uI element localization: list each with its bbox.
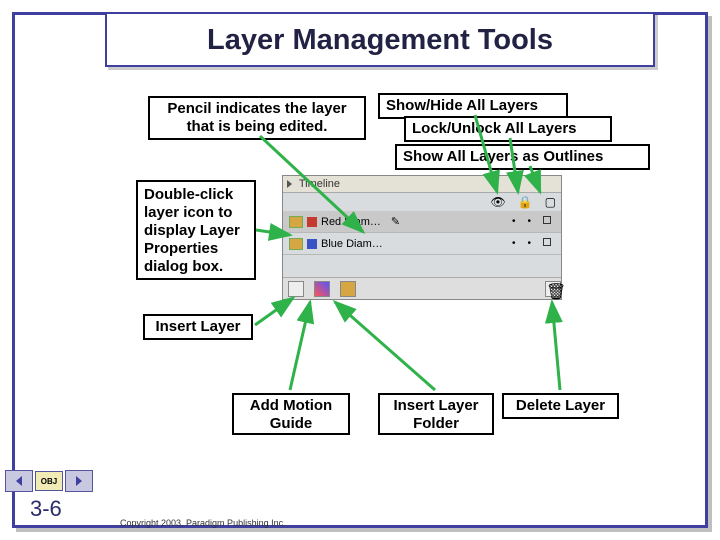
slide-nav: OBJ (5, 470, 93, 492)
motion-guide-button[interactable] (314, 281, 330, 297)
layer-name: Blue Diam… (321, 238, 383, 250)
callout-pencil-l1: Pencil indicates the layer that is being… (167, 100, 346, 135)
delete-layer-button[interactable]: 🗑 (545, 281, 561, 297)
layer-swatch (307, 217, 317, 227)
column-header-icons: 👁 🔒 ▢ (490, 195, 556, 209)
layer-state-dots: •• (512, 238, 551, 249)
callout-outlines: Show All Layers as Outlines (395, 144, 650, 170)
eye-icon: 👁 (490, 195, 505, 209)
prev-button[interactable] (5, 470, 33, 492)
insert-layer-button[interactable] (288, 281, 304, 297)
callout-insertlayer: Insert Layer (143, 314, 253, 340)
layer-swatch (307, 239, 317, 249)
copyright-text: Copyright 2003, Paradigm Publishing Inc. (120, 518, 286, 528)
next-button[interactable] (65, 470, 93, 492)
callout-insertfolder: Insert Layer Folder (378, 393, 494, 435)
callout-lock: Lock/Unlock All Layers (404, 116, 612, 142)
insert-folder-button[interactable] (340, 281, 356, 297)
chevron-right-icon (73, 475, 85, 487)
callout-dblclick: Double-click layer icon to display Layer… (136, 180, 256, 280)
timeline-panel: Timeline 👁 🔒 ▢ Red Diam… ✎ •• Blue Diam…… (282, 175, 562, 300)
pencil-icon: ✎ (391, 215, 400, 228)
lock-icon: 🔒 (518, 195, 533, 209)
layer-row[interactable]: Blue Diam… •• (283, 233, 561, 255)
layer-folder-icon (289, 216, 303, 228)
slide-number: 3-6 (30, 496, 62, 522)
timeline-toolbar: 🗑 (283, 277, 561, 299)
callout-addmotion: Add Motion Guide (232, 393, 350, 435)
chevron-left-icon (13, 475, 25, 487)
outline-icon: ▢ (545, 195, 556, 209)
timeline-header: Timeline (283, 176, 561, 193)
callout-deletelayer: Delete Layer (502, 393, 619, 419)
layer-state-dots: •• (512, 216, 551, 227)
layer-folder-icon (289, 238, 303, 250)
layer-name: Red Diam… (321, 216, 381, 228)
obj-chip[interactable]: OBJ (35, 471, 63, 491)
slide-title: Layer Management Tools (105, 12, 655, 67)
timeline-header-label: Timeline (299, 178, 340, 190)
disclosure-triangle-icon (287, 180, 292, 188)
callout-pencil: Pencil indicates the layer that is being… (148, 96, 366, 140)
layer-row[interactable]: Red Diam… ✎ •• (283, 211, 561, 233)
